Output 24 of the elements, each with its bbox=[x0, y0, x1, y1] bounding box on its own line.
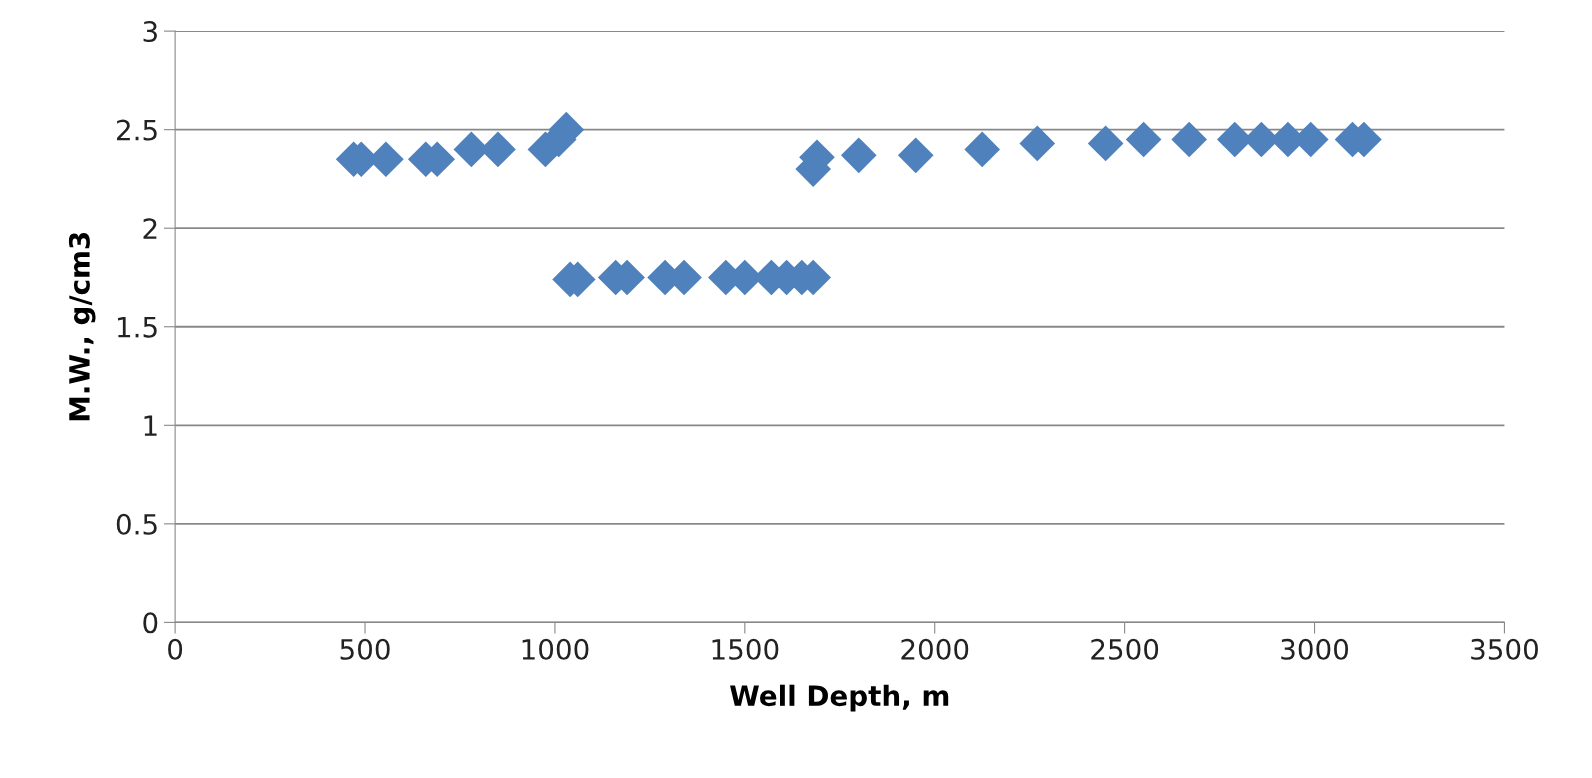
point bbox=[1125, 121, 1162, 158]
y-tick-label: 1.5 bbox=[118, 317, 157, 338]
point bbox=[840, 137, 877, 174]
x-tick-label: 2000 bbox=[901, 638, 969, 660]
x-tick-label: 3500 bbox=[1471, 638, 1538, 660]
y-tick-label: 2.5 bbox=[117, 119, 157, 141]
x-axis-title: Well Depth, m bbox=[730, 684, 949, 712]
point bbox=[897, 137, 934, 174]
x-tick-label: 500 bbox=[340, 638, 390, 660]
point bbox=[1171, 121, 1208, 158]
y-axis-title: M.W., g/cm3 bbox=[68, 232, 96, 421]
y-tick-label: 0 bbox=[143, 612, 158, 634]
y-tick-label: 1 bbox=[144, 415, 157, 436]
point bbox=[1087, 125, 1124, 162]
y-tick-label: 3 bbox=[143, 21, 157, 43]
point bbox=[964, 131, 1001, 168]
y-tick-label: 2 bbox=[143, 218, 157, 239]
x-tick-label: 1000 bbox=[522, 638, 589, 660]
y-tick-label: 0.5 bbox=[116, 513, 157, 535]
x-tick-label: 0 bbox=[168, 638, 183, 660]
x-tick-label: 1500 bbox=[712, 638, 779, 660]
point bbox=[1019, 125, 1056, 162]
x-tick-label: 2500 bbox=[1091, 638, 1159, 660]
x-tick-label: 3000 bbox=[1281, 638, 1349, 660]
